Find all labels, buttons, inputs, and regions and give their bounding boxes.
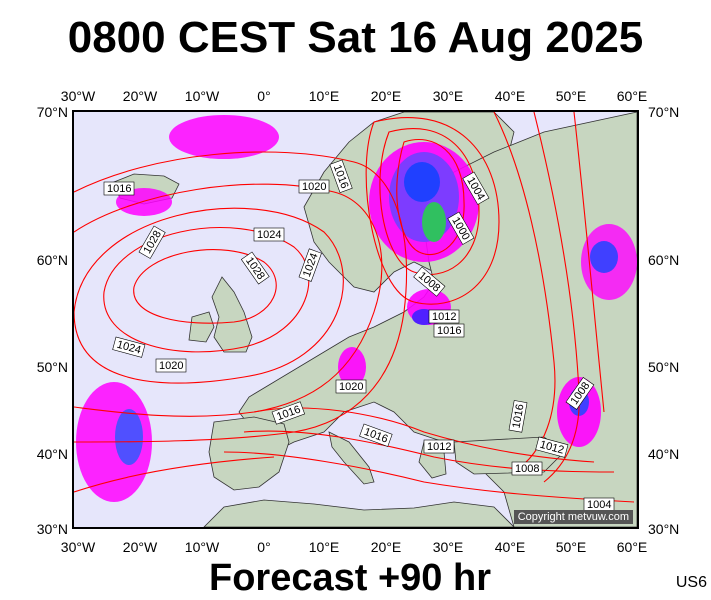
lat-tick-right-70n: 70°N xyxy=(648,104,680,120)
precip-north-atlantic xyxy=(169,115,279,159)
isobar-label: 1024 xyxy=(253,227,285,242)
lon-tick-bottom-40e: 40°E xyxy=(494,539,526,555)
isobar-south-1 xyxy=(253,407,595,463)
isobar-label: 1012 xyxy=(423,439,455,454)
isobar-label: 1024 xyxy=(298,248,322,282)
lon-tick-bottom-0: 0° xyxy=(257,539,271,555)
isobar-south-2 xyxy=(243,430,615,473)
lon-tick-bottom-60e: 60°E xyxy=(616,539,648,555)
lon-tick-bottom-30w: 30°W xyxy=(60,539,96,555)
lon-tick-top-60e: 60°E xyxy=(616,88,648,104)
lon-tick-top-10w: 10°W xyxy=(184,88,220,104)
svg-text:1024: 1024 xyxy=(257,229,281,241)
lon-tick-top-0: 0° xyxy=(257,88,271,104)
iberia-land xyxy=(208,416,290,491)
copyright-badge: Copyright metvuw.com xyxy=(513,510,633,524)
svg-text:1024: 1024 xyxy=(301,252,321,279)
lon-tick-top-50e: 50°E xyxy=(555,88,587,104)
ireland-land xyxy=(188,311,215,343)
lon-tick-bottom-10e: 10°E xyxy=(308,539,340,555)
isobar-label: 1016 xyxy=(508,400,528,433)
svg-text:1016: 1016 xyxy=(362,426,389,446)
isobar-label: 1020 xyxy=(335,379,367,394)
lon-tick-bottom-50e: 50°E xyxy=(555,539,587,555)
africa-land xyxy=(203,499,515,527)
isobar-layer xyxy=(74,112,635,503)
forecast-label: Forecast +90 hr xyxy=(209,557,491,599)
isobar-high-inner xyxy=(133,249,277,324)
isobar-label: 1016 xyxy=(359,423,393,447)
precip-eastern-russia-core xyxy=(590,241,618,273)
lon-tick-top-20e: 20°E xyxy=(370,88,402,104)
isobar-label: 1028 xyxy=(138,225,166,259)
weather-map: 1016 1020 1016 1004 1000 1024 1028 1028 … xyxy=(72,110,639,529)
lat-tick-right-40n: 40°N xyxy=(648,446,680,462)
lon-tick-top-40e: 40°E xyxy=(494,88,526,104)
precip-alps xyxy=(338,347,366,387)
model-code: US6 xyxy=(675,574,707,591)
lon-tick-bottom-20w: 20°W xyxy=(122,539,158,555)
lon-tick-bottom-20e: 20°E xyxy=(370,539,402,555)
britain-land xyxy=(211,276,253,353)
svg-text:1016: 1016 xyxy=(437,325,461,337)
svg-text:1028: 1028 xyxy=(141,229,164,256)
svg-text:1008: 1008 xyxy=(515,463,539,475)
isobar-label: 1016 xyxy=(103,181,135,196)
lat-tick-right-60n: 60°N xyxy=(648,252,680,268)
isobar-1016-north xyxy=(74,151,408,443)
isobar-low-3 xyxy=(365,117,500,305)
svg-text:1020: 1020 xyxy=(159,360,183,372)
lon-tick-top-10e: 10°E xyxy=(308,88,340,104)
isobar-east-3 xyxy=(573,112,605,413)
isobar-label: 1004 xyxy=(583,497,615,512)
isobar-label: 1024 xyxy=(112,336,146,358)
lon-tick-bottom-10w: 10°W xyxy=(184,539,220,555)
lat-tick-left-40n: 40°N xyxy=(36,446,68,462)
isobar-label: 1028 xyxy=(240,251,270,285)
chart-title: 0800 CEST Sat 16 Aug 2025 xyxy=(67,13,644,62)
lon-tick-top-30e: 30°E xyxy=(432,88,464,104)
isobar-high-mid xyxy=(103,227,310,353)
isobar-atlantic-south xyxy=(74,456,275,493)
lat-tick-left-30n: 30°N xyxy=(36,521,68,537)
italy-land xyxy=(328,431,375,485)
lat-tick-right-50n: 50°N xyxy=(648,359,680,375)
isobar-south-3 xyxy=(223,451,635,503)
precip-west-atlantic-core xyxy=(115,409,143,465)
lat-tick-right-30n: 30°N xyxy=(648,521,680,537)
svg-text:1004: 1004 xyxy=(587,499,611,511)
precip-layer xyxy=(76,115,637,502)
isobar-label: 1016 xyxy=(433,323,465,338)
precip-scandinavia-inner xyxy=(404,162,440,202)
isobar-east-2 xyxy=(533,112,580,483)
isobar-low-2 xyxy=(379,127,480,276)
lat-tick-left-60n: 60°N xyxy=(36,252,68,268)
isobar-label: 1008 xyxy=(511,461,543,476)
svg-text:1016: 1016 xyxy=(511,403,527,429)
isobar-1020-north xyxy=(74,183,383,417)
isobar-label: 1020 xyxy=(155,358,187,373)
svg-text:1020: 1020 xyxy=(339,381,363,393)
lon-tick-bottom-30e: 30°E xyxy=(432,539,464,555)
svg-text:1016: 1016 xyxy=(107,183,131,195)
isobar-label: 1020 xyxy=(298,179,330,194)
isobar-label: 1012 xyxy=(428,309,460,324)
isobar-low-1 xyxy=(396,138,465,256)
precip-scandinavia-core xyxy=(422,202,446,242)
svg-text:1012: 1012 xyxy=(427,441,451,453)
isobar-high-outer xyxy=(74,207,344,384)
lon-tick-top-20w: 20°W xyxy=(122,88,158,104)
svg-text:1020: 1020 xyxy=(302,181,326,193)
isobar-label: 1012 xyxy=(535,436,569,458)
map-canvas: 1016 1020 1016 1004 1000 1024 1028 1028 … xyxy=(74,112,637,527)
svg-text:1012: 1012 xyxy=(432,311,456,323)
lat-tick-left-70n: 70°N xyxy=(36,104,68,120)
lon-tick-top-30w: 30°W xyxy=(60,88,96,104)
isobar-label-layer: 1016 1020 1016 1004 1000 1024 1028 1028 … xyxy=(103,159,615,512)
lat-tick-left-50n: 50°N xyxy=(36,359,68,375)
